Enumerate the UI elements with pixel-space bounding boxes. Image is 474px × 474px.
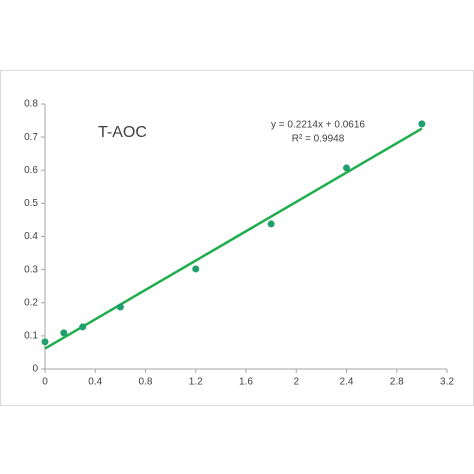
equation: y = 0.2214x + 0.0616 (271, 120, 365, 131)
x-tick-label: 3.2 (440, 377, 454, 388)
y-tick-label: 0.4 (24, 231, 38, 242)
y-tick-label: 0.3 (24, 264, 38, 275)
x-tick-label: 0 (42, 377, 48, 388)
x-tick-label: 2.8 (390, 377, 404, 388)
x-tick-label: 2 (293, 377, 299, 388)
y-tick-label: 0.7 (24, 132, 38, 143)
x-tick-label: 2.4 (340, 377, 354, 388)
x-tick-label: 0.8 (139, 377, 153, 388)
trendline (44, 127, 423, 350)
point (267, 220, 275, 228)
chart-title: T-AOC (98, 124, 147, 141)
y-tick-label: 0 (32, 364, 38, 375)
y-tick-label: 0.2 (24, 297, 38, 308)
y-tick-label: 0.8 (24, 99, 38, 110)
x-tick-label: 0.4 (88, 377, 102, 388)
point (418, 120, 426, 128)
r-squared: R² = 0.9948 (292, 134, 345, 145)
y-tick-label: 0.5 (24, 198, 38, 209)
point (79, 323, 87, 331)
x-tick-label: 1.6 (239, 377, 253, 388)
point (60, 329, 68, 337)
point (116, 303, 124, 311)
x-tick-label: 1.2 (189, 377, 203, 388)
point (343, 164, 350, 172)
point (192, 265, 200, 273)
chart-border (0, 70, 474, 406)
point (41, 338, 49, 346)
y-tick-label: 0.6 (24, 165, 38, 176)
y-tick-label: 0.1 (24, 331, 38, 342)
